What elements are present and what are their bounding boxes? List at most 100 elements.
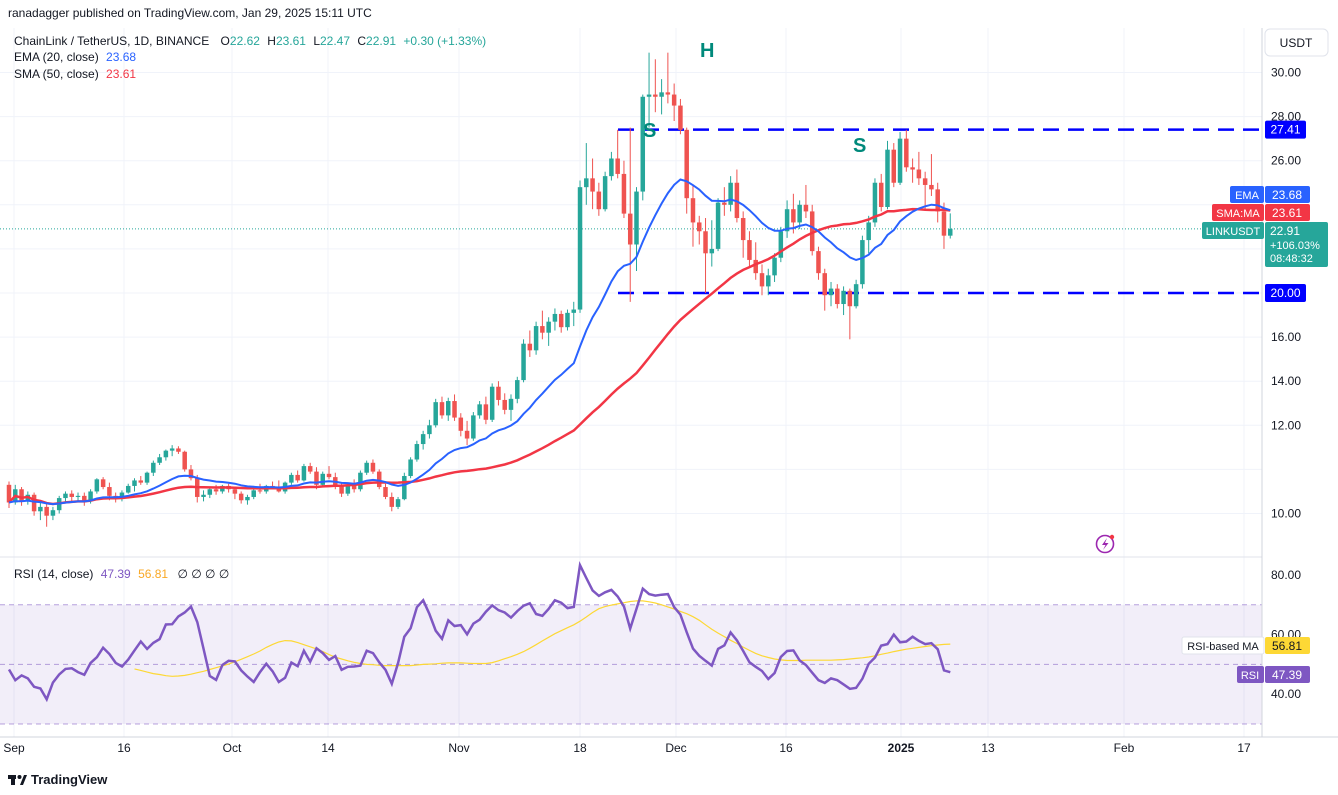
- candle-body: [132, 480, 137, 486]
- candle-body: [527, 343, 533, 351]
- candle: [847, 288, 853, 340]
- ema-legend-value: 23.68: [106, 50, 136, 64]
- candle-body: [508, 398, 514, 410]
- candle-body: [295, 474, 300, 481]
- price-tick-label: 26.00: [1271, 154, 1301, 168]
- candle: [188, 464, 194, 481]
- candle-body: [232, 489, 238, 494]
- candle: [747, 231, 752, 267]
- candle: [182, 450, 187, 472]
- candle-body: [697, 222, 702, 232]
- time-tick-label: 16: [779, 741, 793, 755]
- candle-body: [646, 94, 652, 97]
- time-tick-label: Oct: [223, 741, 242, 755]
- rsi-band-lines: [0, 604, 1262, 725]
- price-tick-label: 16.00: [1271, 330, 1301, 344]
- candle: [207, 488, 213, 499]
- candle: [828, 281, 834, 307]
- candle: [640, 94, 646, 201]
- candle: [891, 143, 897, 188]
- price-tick-label: 28.00: [1271, 110, 1301, 124]
- candle-body: [307, 466, 313, 472]
- candle: [489, 383, 495, 422]
- candle-body: [19, 489, 24, 502]
- candle-body: [596, 191, 602, 210]
- candle: [295, 470, 300, 483]
- candle-body: [797, 204, 802, 223]
- candle-body: [376, 471, 382, 488]
- time-tick-label: Sep: [3, 741, 25, 755]
- candle: [383, 483, 388, 500]
- candle-body: [546, 321, 551, 333]
- candle-body: [176, 448, 181, 452]
- candle-body: [320, 473, 325, 485]
- rsi-tick-label: 40.00: [1271, 687, 1301, 701]
- change-value: +0.30 (+1.33%): [403, 34, 486, 48]
- candle-body: [853, 284, 859, 307]
- candle-body: [671, 94, 677, 106]
- rsi-ma-line: [134, 600, 951, 677]
- time-tick-label: Dec: [665, 741, 686, 755]
- candle: [364, 460, 369, 475]
- candle: [314, 467, 319, 490]
- candle: [307, 462, 313, 474]
- candle: [540, 310, 545, 340]
- rsi-pane[interactable]: [0, 561, 1262, 725]
- candle: [31, 492, 37, 516]
- candle: [151, 460, 156, 477]
- currency-button[interactable]: USDT: [1264, 28, 1329, 57]
- open-label: O: [221, 34, 230, 48]
- time-tick-label: 16: [117, 741, 131, 755]
- candle-body: [326, 473, 332, 478]
- candle: [125, 483, 131, 494]
- sma-legend-label: SMA (50, close): [14, 67, 99, 81]
- svg-text:SMA (50, close) 23.61: SMA (50, close) 23.61: [14, 67, 136, 81]
- sma-legend-value: 23.61: [106, 67, 136, 81]
- candle-body: [257, 490, 263, 492]
- rsi-ma-tag-name: RSI-based MA: [1187, 641, 1259, 653]
- candle-body: [728, 182, 733, 205]
- candle-body: [615, 158, 620, 174]
- candle-body: [50, 510, 56, 516]
- candle-body: [251, 490, 256, 497]
- ema-tag-name: EMA: [1235, 190, 1260, 202]
- candle: [866, 215, 871, 254]
- candle: [609, 151, 614, 181]
- candle-body: [684, 129, 689, 199]
- last-price-tag-change: +106.03%: [1270, 240, 1320, 252]
- candle-body: [910, 167, 915, 170]
- tradingview-logo[interactable]: TradingView: [8, 772, 108, 787]
- candle: [546, 317, 551, 346]
- candle-body: [452, 401, 457, 418]
- main-pane[interactable]: [0, 28, 1262, 737]
- candle: [132, 478, 137, 492]
- candle-body: [301, 466, 307, 481]
- candle-body: [515, 380, 520, 399]
- rsi-tick-label: 80.00: [1271, 568, 1301, 582]
- candle: [709, 220, 715, 267]
- candle-body: [420, 434, 426, 445]
- candle: [320, 471, 325, 488]
- candle-body: [144, 472, 150, 483]
- time-axis[interactable]: Sep 16 Oct 14 Nov 18 Dec 16 2025 13 Feb 17: [3, 741, 1251, 755]
- candle-body: [402, 476, 407, 500]
- candle-body: [941, 211, 947, 236]
- lightning-icon[interactable]: [1095, 534, 1115, 554]
- rsi-ma-legend-value: 56.81: [138, 567, 168, 581]
- candle: [740, 211, 746, 258]
- rsi-tag: RSI 47.39: [1237, 666, 1310, 683]
- candle-body: [916, 169, 922, 179]
- candle-body: [471, 415, 476, 439]
- candle-body: [483, 404, 489, 420]
- candle-body: [558, 313, 564, 328]
- candle-body: [82, 495, 87, 502]
- candle: [201, 490, 206, 502]
- candle-body: [665, 92, 671, 95]
- rsi-legend-label: RSI (14, close): [14, 567, 93, 581]
- candle-body: [125, 485, 131, 493]
- candle: [458, 413, 464, 437]
- rsi-line: [7, 561, 951, 703]
- candle: [471, 412, 476, 441]
- time-tick-label: 13: [981, 741, 995, 755]
